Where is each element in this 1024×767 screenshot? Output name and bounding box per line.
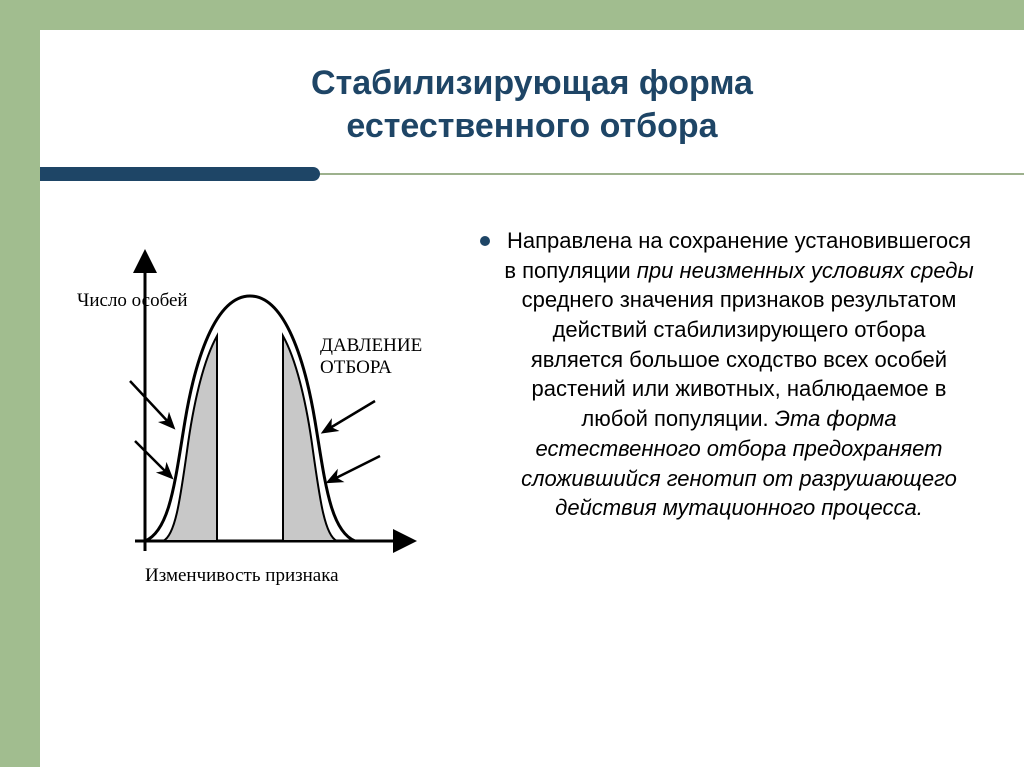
pressure-arrow (130, 381, 172, 426)
body-text: Направлена на сохранение установившегося… (504, 226, 974, 523)
pressure-arrows (130, 381, 380, 481)
slide-title: Стабилизирующая форма естественного отбо… (40, 30, 1024, 167)
bullet-row: Направлена на сохранение установившегося… (480, 226, 974, 523)
bullet-icon (480, 236, 490, 246)
frame-top (0, 0, 1024, 30)
title-line-2: естественного отбора (346, 107, 717, 145)
pressure-arrow (330, 456, 380, 481)
y-axis-label: Число особей (77, 290, 188, 311)
frame-left (0, 0, 40, 767)
chart-column: Число особей Изменчивость признака ДАВЛЕ… (40, 221, 460, 621)
annotation-line-1: ДАВЛЕНИЕ (320, 335, 422, 356)
bell-curve-outer (145, 296, 355, 541)
main-row: Число особей Изменчивость признака ДАВЛЕ… (40, 181, 1024, 641)
annotation-line-2: ОТБОРА (320, 357, 392, 378)
slide-content: Стабилизирующая форма естественного отбо… (40, 30, 1024, 767)
x-axis-label: Изменчивость признака (145, 565, 339, 586)
pressure-arrow (325, 401, 375, 431)
title-divider (40, 167, 1024, 181)
selection-pressure-chart: Число особей Изменчивость признака ДАВЛЕ… (75, 241, 455, 621)
divider-cap (40, 167, 320, 181)
text-column: Направлена на сохранение установившегося… (480, 221, 1004, 621)
pressure-fill-left (163, 336, 217, 541)
body-ital-1: при неизменных условиях среды (637, 258, 974, 283)
title-line-1: Стабилизирующая форма (311, 64, 753, 102)
pressure-arrow (135, 441, 170, 476)
